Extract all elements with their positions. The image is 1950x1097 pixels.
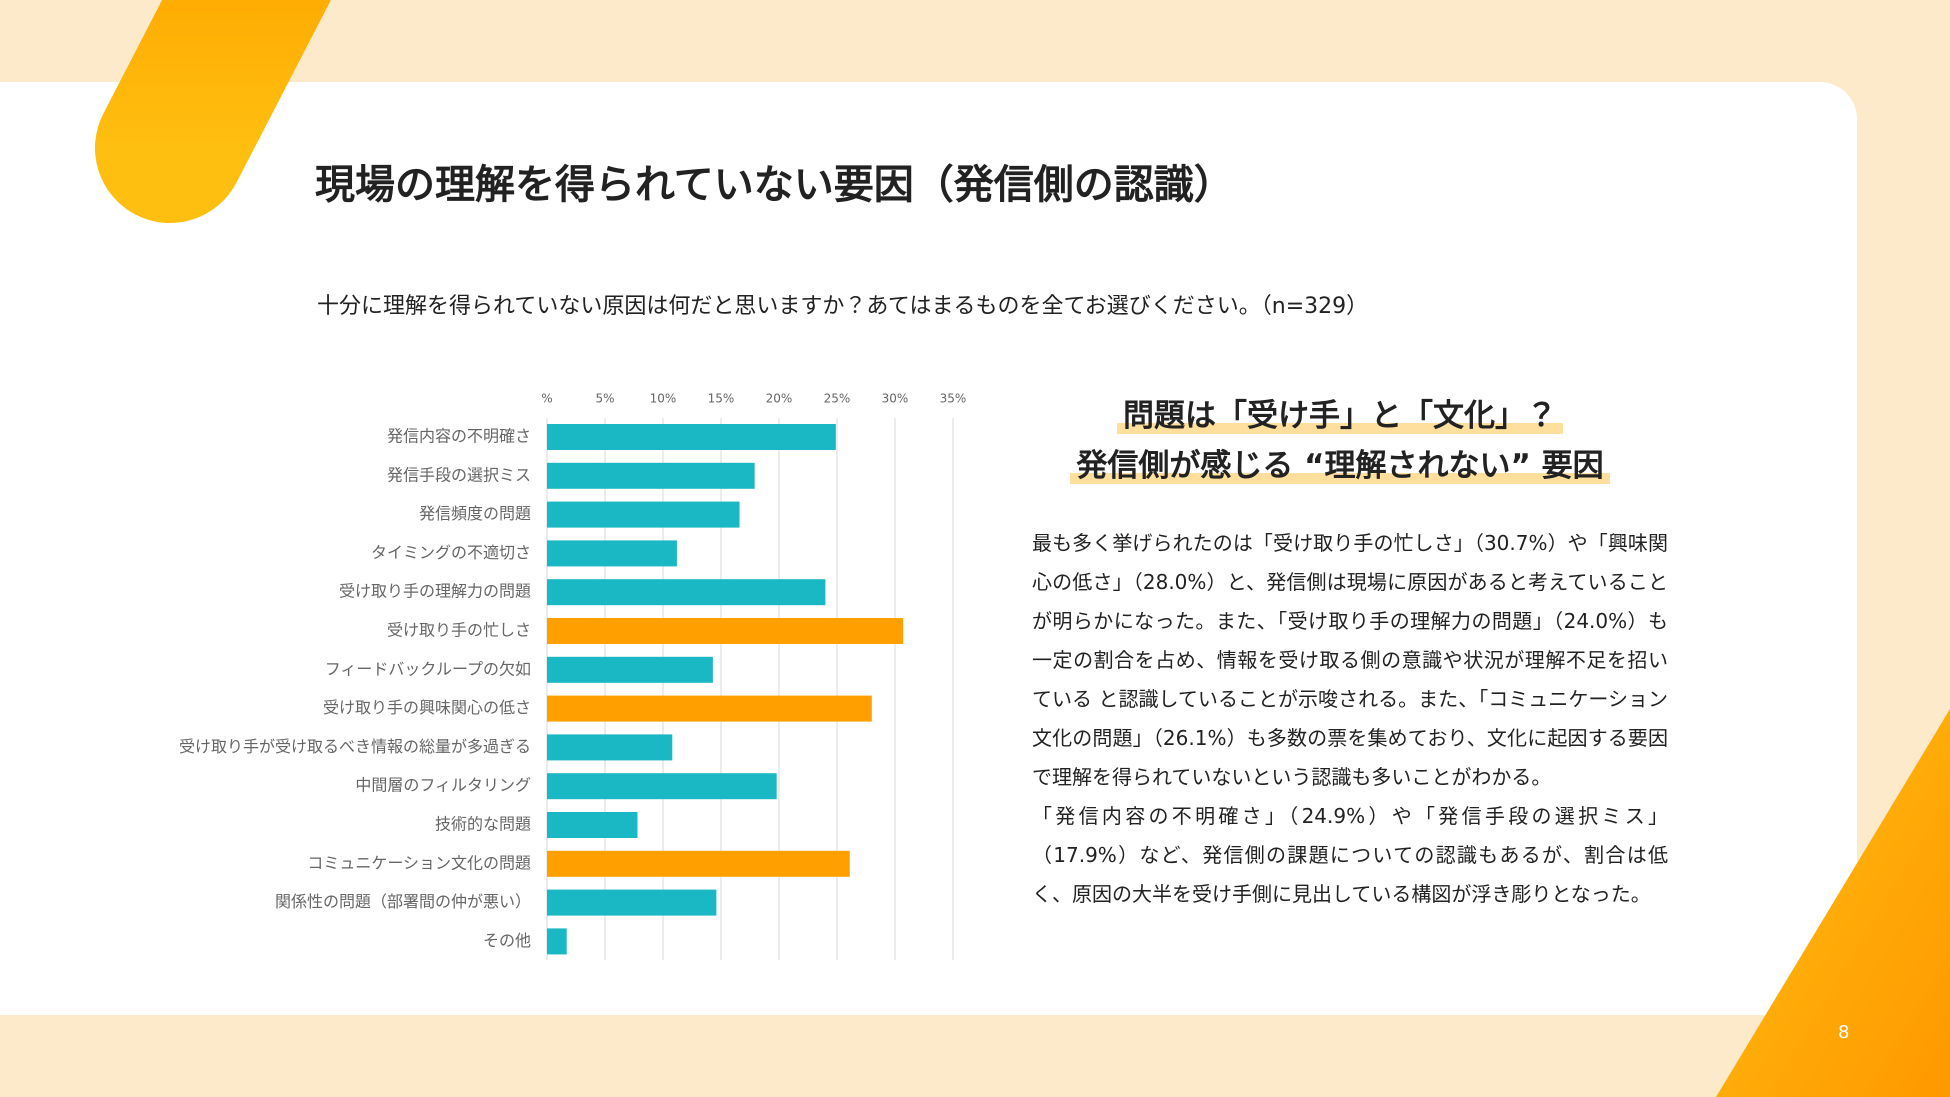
x-tick-label: 5% xyxy=(595,392,614,406)
heading: 発信側が感じる “理解されない” 要因 xyxy=(1040,440,1640,485)
category-label: 発信頻度の問題 xyxy=(419,504,531,523)
bar xyxy=(547,734,673,761)
category-label: 受け取り手が受け取るべき情報の総量が多過ぎる xyxy=(179,737,531,756)
deco-shape xyxy=(95,0,331,223)
x-tick-label: 15% xyxy=(708,392,735,406)
category-label: その他 xyxy=(483,931,531,950)
paragraph: 最も多く挙げられたのは「受け取り手の忙しさ」（30.7%）や「興味関心の低さ」（… xyxy=(1032,531,1668,789)
x-tick-label: % xyxy=(541,392,552,406)
category-label: 受け取り手の忙しさ xyxy=(387,621,531,640)
body-text: 最も多く挙げられたのは「受け取り手の忙しさ」（30.7%）や「興味関心の低さ」（… xyxy=(1032,524,1668,914)
question: 十分に理解を得られていない原因は何だと思いますか？あてはまるものを全てお選びくだ… xyxy=(317,294,1369,319)
category-label: 発信手段の選択ミス xyxy=(387,465,531,484)
bar xyxy=(547,812,638,838)
x-tick-label: 10% xyxy=(650,392,677,406)
bar xyxy=(547,656,713,683)
card xyxy=(0,82,1857,1015)
x-tick-label: 20% xyxy=(766,392,793,406)
category-label: コミュニケーション文化の問題 xyxy=(307,853,531,872)
x-tick-label: 35% xyxy=(940,392,967,406)
bar xyxy=(547,579,826,606)
bar xyxy=(547,618,904,644)
category-label: 関係性の問題（部署間の仲が悪い） xyxy=(275,892,531,911)
slide-title: 現場の理解を得られていない要因（発信側の認識） xyxy=(315,162,1234,208)
x-tick-label: 25% xyxy=(824,392,851,406)
category-label: 受け取り手の興味関心の低さ xyxy=(323,698,531,717)
bar xyxy=(547,540,677,567)
category-label: フィードバックループの欠如 xyxy=(325,659,531,678)
bar xyxy=(547,424,836,450)
x-tick-label: 30% xyxy=(882,392,909,406)
paragraph: 「発信内容の不明確さ」（24.9%）や「発信手段の選択ミス」（17.9%）など、… xyxy=(1032,804,1668,906)
bar xyxy=(547,889,717,916)
bar xyxy=(547,501,740,528)
category-label: 中間層のフィルタリング xyxy=(355,776,531,795)
page-number: 8 xyxy=(1838,1022,1850,1043)
category-label: 技術的な問題 xyxy=(435,815,531,834)
heading: 問題は「受け手」と「文化」？ xyxy=(1040,390,1640,435)
deco-triangle xyxy=(1716,709,1950,1097)
category-label: 受け取り手の理解力の問題 xyxy=(339,582,531,601)
bar xyxy=(547,928,567,955)
bar xyxy=(547,850,850,877)
bar xyxy=(547,773,777,800)
heading-line: 発信側が感じる “理解されない” 要因 xyxy=(1070,448,1610,484)
bar xyxy=(547,695,872,722)
heading-line: 問題は「受け手」と「文化」？ xyxy=(1117,398,1563,434)
category-label: タイミングの不適切さ xyxy=(371,543,531,562)
bar xyxy=(547,462,755,489)
category-label: 発信内容の不明確さ xyxy=(387,427,531,446)
